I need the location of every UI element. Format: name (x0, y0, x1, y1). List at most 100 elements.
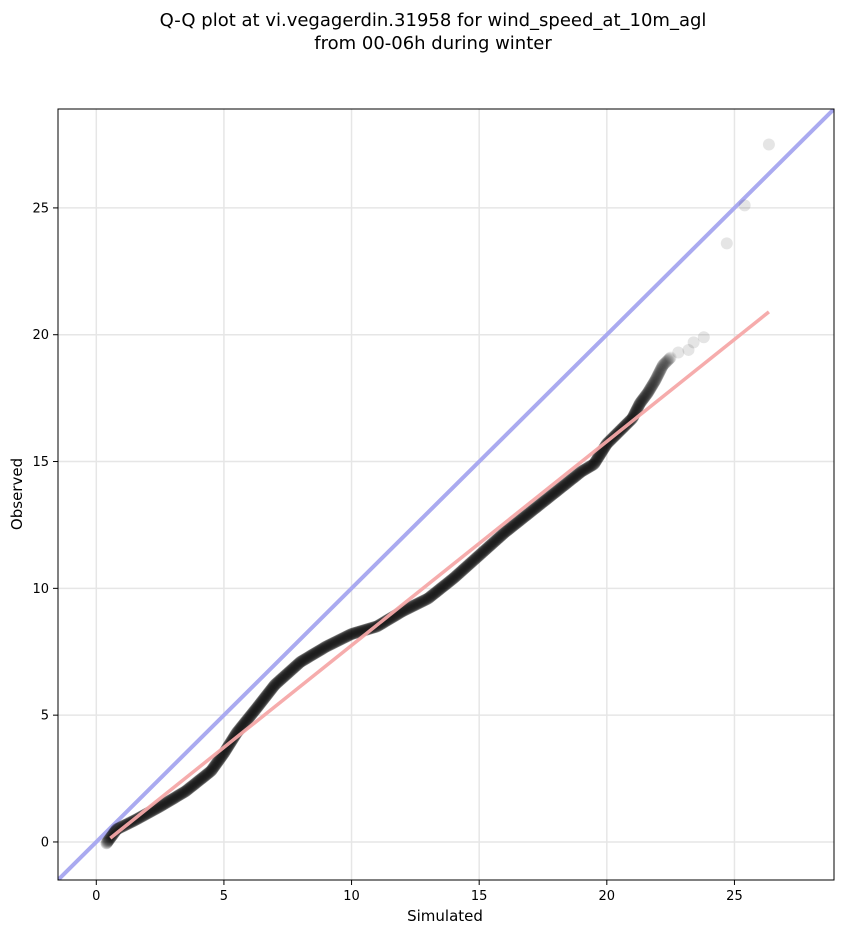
data-point (448, 571, 461, 584)
data-point (247, 706, 260, 719)
data-point (160, 796, 173, 809)
data-point (473, 548, 486, 561)
data-point (308, 647, 321, 660)
data-point (286, 662, 299, 675)
data-point (525, 505, 538, 518)
data-point (474, 548, 487, 561)
data-point (465, 556, 478, 569)
data-point (644, 382, 657, 395)
data-point (687, 336, 700, 349)
data-point (289, 659, 302, 672)
data-point (660, 355, 673, 368)
data-point (545, 489, 558, 502)
data-point (639, 390, 652, 403)
data-point (317, 642, 330, 655)
data-point (655, 362, 668, 375)
data-point (508, 518, 521, 531)
data-point (275, 672, 288, 685)
data-point (277, 670, 290, 683)
data-point (214, 752, 227, 765)
data-point (288, 661, 301, 674)
data-point (633, 398, 646, 411)
data-point (485, 538, 498, 551)
data-point (294, 655, 307, 668)
data-point (408, 599, 421, 612)
data-point (589, 455, 602, 468)
data-point (340, 630, 353, 643)
data-point (536, 496, 549, 509)
data-point (426, 588, 439, 601)
data-point (284, 664, 297, 677)
data-point (654, 364, 667, 377)
fit-line (109, 310, 771, 840)
data-point (509, 517, 522, 530)
data-point (626, 411, 639, 424)
x-tick-label: 15 (471, 889, 488, 904)
data-point (464, 557, 477, 570)
data-point (462, 558, 475, 571)
data-point (535, 497, 548, 510)
data-point (170, 790, 183, 803)
data-point (500, 525, 513, 538)
data-point (591, 452, 604, 465)
data-point (494, 530, 507, 543)
data-point (331, 634, 344, 647)
data-point (283, 665, 296, 678)
data-point (100, 837, 113, 850)
data-point (177, 786, 190, 799)
data-point (435, 582, 448, 595)
data-point (256, 695, 269, 708)
data-point (379, 615, 392, 628)
data-point (645, 381, 658, 394)
data-point (469, 552, 482, 565)
y-tick-label: 10 (32, 582, 49, 597)
data-point (334, 633, 347, 646)
data-point (525, 505, 538, 518)
data-point (651, 369, 664, 382)
data-point (417, 594, 430, 607)
data-point (528, 502, 541, 515)
data-point (542, 491, 555, 504)
data-point (292, 657, 305, 670)
data-point (581, 462, 594, 475)
data-point (511, 516, 524, 529)
data-point (662, 353, 675, 366)
data-point (588, 458, 601, 471)
data-point (455, 565, 468, 578)
data-point (212, 754, 225, 767)
data-point (337, 632, 350, 645)
data-point (194, 773, 207, 786)
data-point (193, 774, 206, 787)
data-point (650, 371, 663, 384)
data-point (297, 654, 310, 667)
data-point (431, 585, 444, 598)
data-point (578, 463, 591, 476)
data-point (320, 640, 333, 653)
data-point (316, 642, 329, 655)
data-point (274, 674, 287, 687)
chart-title-line-1: Q-Q plot at vi.vegagerdin.31958 for wind… (160, 10, 707, 31)
chart-title-line-2: from 00-06h during winter (314, 33, 552, 54)
data-point (591, 452, 604, 465)
data-point (213, 752, 226, 765)
data-point (205, 764, 218, 777)
data-point (167, 792, 180, 805)
data-point (173, 788, 186, 801)
data-point (405, 600, 418, 613)
data-point (422, 591, 435, 604)
data-point (268, 678, 281, 691)
data-point (202, 766, 215, 779)
data-point (720, 237, 733, 250)
data-point (577, 464, 590, 477)
data-point (638, 390, 651, 403)
data-point (475, 547, 488, 560)
data-point (472, 550, 485, 563)
data-point (582, 461, 595, 474)
data-point (446, 572, 459, 585)
data-point (463, 558, 476, 571)
data-point (328, 636, 341, 649)
data-point (546, 488, 559, 501)
data-point (644, 381, 657, 394)
data-point (347, 627, 360, 640)
data-point (466, 555, 479, 568)
